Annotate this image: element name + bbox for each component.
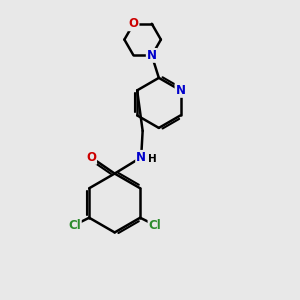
- Text: H: H: [148, 154, 156, 164]
- Text: N: N: [136, 151, 146, 164]
- Text: Cl: Cl: [148, 219, 161, 232]
- Text: Cl: Cl: [68, 219, 81, 232]
- Text: N: N: [176, 84, 185, 97]
- Text: O: O: [128, 17, 139, 30]
- Text: O: O: [86, 151, 96, 164]
- Text: N: N: [147, 49, 157, 62]
